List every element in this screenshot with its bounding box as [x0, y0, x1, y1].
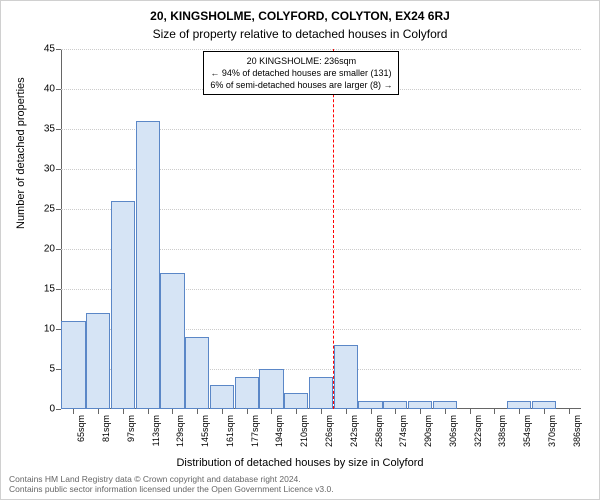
x-tick-label: 354sqm — [522, 415, 532, 447]
x-tick-label: 242sqm — [349, 415, 359, 447]
histogram-bar — [136, 121, 160, 409]
y-axis-label: Number of detached properties — [15, 77, 27, 229]
annotation-line: ← 94% of detached houses are smaller (13… — [210, 67, 392, 79]
x-tick-mark — [371, 409, 372, 414]
y-tick-label: 0 — [49, 404, 55, 415]
y-tick-label: 25 — [44, 204, 55, 215]
x-tick-mark — [271, 409, 272, 414]
x-tick-label: 370sqm — [547, 415, 557, 447]
histogram-bar — [160, 273, 184, 409]
histogram-bar — [532, 401, 556, 409]
y-tick-label: 35 — [44, 124, 55, 135]
x-tick-label: 177sqm — [250, 415, 260, 447]
x-tick-label: 194sqm — [274, 415, 284, 447]
x-tick-label: 258sqm — [374, 415, 384, 447]
annotation-line: 6% of semi-detached houses are larger (8… — [210, 79, 392, 91]
x-tick-label: 338sqm — [497, 415, 507, 447]
y-tick-label: 10 — [44, 324, 55, 335]
x-tick-mark — [172, 409, 173, 414]
x-tick-mark — [420, 409, 421, 414]
x-tick-mark — [148, 409, 149, 414]
x-tick-mark — [395, 409, 396, 414]
x-tick-mark — [98, 409, 99, 414]
x-tick-mark — [494, 409, 495, 414]
histogram-bar — [111, 201, 135, 409]
y-tick-label: 40 — [44, 84, 55, 95]
histogram-bar — [433, 401, 457, 409]
y-tick-mark — [56, 129, 61, 130]
y-tick-mark — [56, 89, 61, 90]
x-tick-mark — [222, 409, 223, 414]
x-tick-mark — [519, 409, 520, 414]
plot-area: 05101520253035404565sqm81sqm97sqm113sqm1… — [61, 49, 581, 409]
reference-line — [333, 49, 334, 409]
x-tick-label: 226sqm — [324, 415, 334, 447]
histogram-bar — [61, 321, 85, 409]
x-tick-mark — [544, 409, 545, 414]
x-tick-mark — [445, 409, 446, 414]
histogram-bar — [235, 377, 259, 409]
histogram-bar — [284, 393, 308, 409]
x-tick-mark — [296, 409, 297, 414]
histogram-bar — [185, 337, 209, 409]
x-tick-mark — [123, 409, 124, 414]
x-tick-label: 386sqm — [572, 415, 582, 447]
footer-attribution: Contains HM Land Registry data © Crown c… — [9, 474, 334, 495]
y-tick-mark — [56, 289, 61, 290]
annotation-line: 20 KINGSHOLME: 236sqm — [210, 55, 392, 67]
y-tick-label: 45 — [44, 44, 55, 55]
y-tick-label: 30 — [44, 164, 55, 175]
y-tick-label: 15 — [44, 284, 55, 295]
x-tick-mark — [73, 409, 74, 414]
y-tick-label: 5 — [49, 364, 55, 375]
x-tick-label: 97sqm — [126, 415, 136, 442]
x-tick-mark — [569, 409, 570, 414]
x-tick-label: 290sqm — [423, 415, 433, 447]
x-tick-label: 145sqm — [200, 415, 210, 447]
y-tick-mark — [56, 209, 61, 210]
histogram-bar — [358, 401, 382, 409]
chart-title-subtitle: Size of property relative to detached ho… — [1, 27, 599, 41]
chart-title-address: 20, KINGSHOLME, COLYFORD, COLYTON, EX24 … — [1, 9, 599, 23]
x-tick-label: 113sqm — [151, 415, 161, 446]
x-tick-mark — [470, 409, 471, 414]
annotation-box: 20 KINGSHOLME: 236sqm← 94% of detached h… — [203, 51, 399, 95]
histogram-bar — [86, 313, 110, 409]
x-tick-mark — [321, 409, 322, 414]
histogram-bar — [383, 401, 407, 409]
x-tick-label: 274sqm — [398, 415, 408, 447]
x-tick-label: 129sqm — [175, 415, 185, 447]
x-tick-label: 161sqm — [225, 415, 235, 447]
footer-line2: Contains public sector information licen… — [9, 484, 334, 494]
x-tick-label: 210sqm — [299, 415, 309, 447]
y-tick-mark — [56, 49, 61, 50]
histogram-bar — [309, 377, 333, 409]
y-tick-mark — [56, 409, 61, 410]
y-tick-mark — [56, 249, 61, 250]
histogram-bar — [259, 369, 283, 409]
x-tick-mark — [346, 409, 347, 414]
x-tick-mark — [247, 409, 248, 414]
histogram-bar — [507, 401, 531, 409]
x-tick-label: 65sqm — [76, 415, 86, 442]
y-tick-label: 20 — [44, 244, 55, 255]
footer-line1: Contains HM Land Registry data © Crown c… — [9, 474, 301, 484]
chart-container: 20, KINGSHOLME, COLYFORD, COLYTON, EX24 … — [0, 0, 600, 500]
x-tick-mark — [197, 409, 198, 414]
histogram-bar — [210, 385, 234, 409]
x-tick-label: 322sqm — [473, 415, 483, 447]
y-tick-mark — [56, 169, 61, 170]
histogram-bar — [408, 401, 432, 409]
grid-line — [61, 49, 581, 50]
x-tick-label: 306sqm — [448, 415, 458, 447]
x-tick-label: 81sqm — [101, 415, 111, 442]
histogram-bar — [334, 345, 358, 409]
x-axis-label: Distribution of detached houses by size … — [1, 457, 599, 469]
